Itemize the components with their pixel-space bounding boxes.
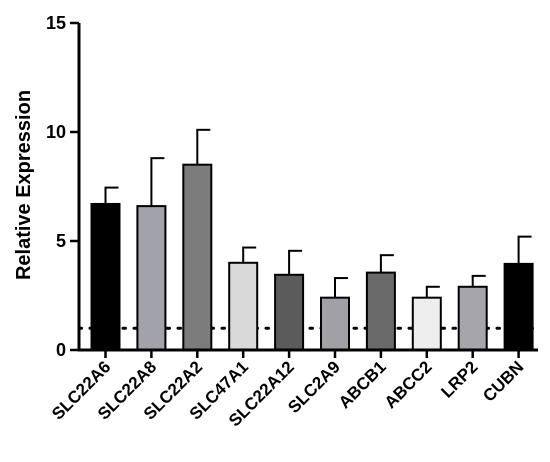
bar-slc22a2 bbox=[182, 163, 213, 351]
bar-cubn bbox=[503, 262, 534, 352]
bar-slc22a6 bbox=[90, 202, 121, 351]
x-tick-label: CUBN bbox=[479, 357, 527, 405]
y-tick-label: 0 bbox=[56, 340, 66, 360]
bar-slc2a9 bbox=[320, 296, 350, 351]
bar-slc22a12 bbox=[274, 273, 305, 352]
x-axis: SLC22A6SLC22A8SLC22A2SLC47A1SLC22A12SLC2… bbox=[48, 348, 538, 430]
bar-lrp2 bbox=[457, 285, 488, 351]
x-tick-label: ABCB1 bbox=[335, 357, 390, 412]
y-tick-label: 5 bbox=[56, 231, 66, 251]
y-tick-label: 15 bbox=[46, 13, 66, 33]
y-axis: 0 5 10 15 bbox=[46, 13, 81, 360]
bar-slc22a8 bbox=[136, 205, 167, 351]
chart-marks bbox=[77, 128, 540, 352]
x-tick-label: ABCC2 bbox=[381, 357, 436, 412]
y-tick-label: 10 bbox=[46, 122, 66, 142]
x-tick-label: LRP2 bbox=[437, 357, 481, 401]
y-axis-title: Relative Expression bbox=[13, 90, 35, 280]
bar-slc47a1 bbox=[228, 261, 259, 351]
bar-abcb1 bbox=[365, 271, 396, 351]
bar-abcc2 bbox=[411, 296, 442, 351]
